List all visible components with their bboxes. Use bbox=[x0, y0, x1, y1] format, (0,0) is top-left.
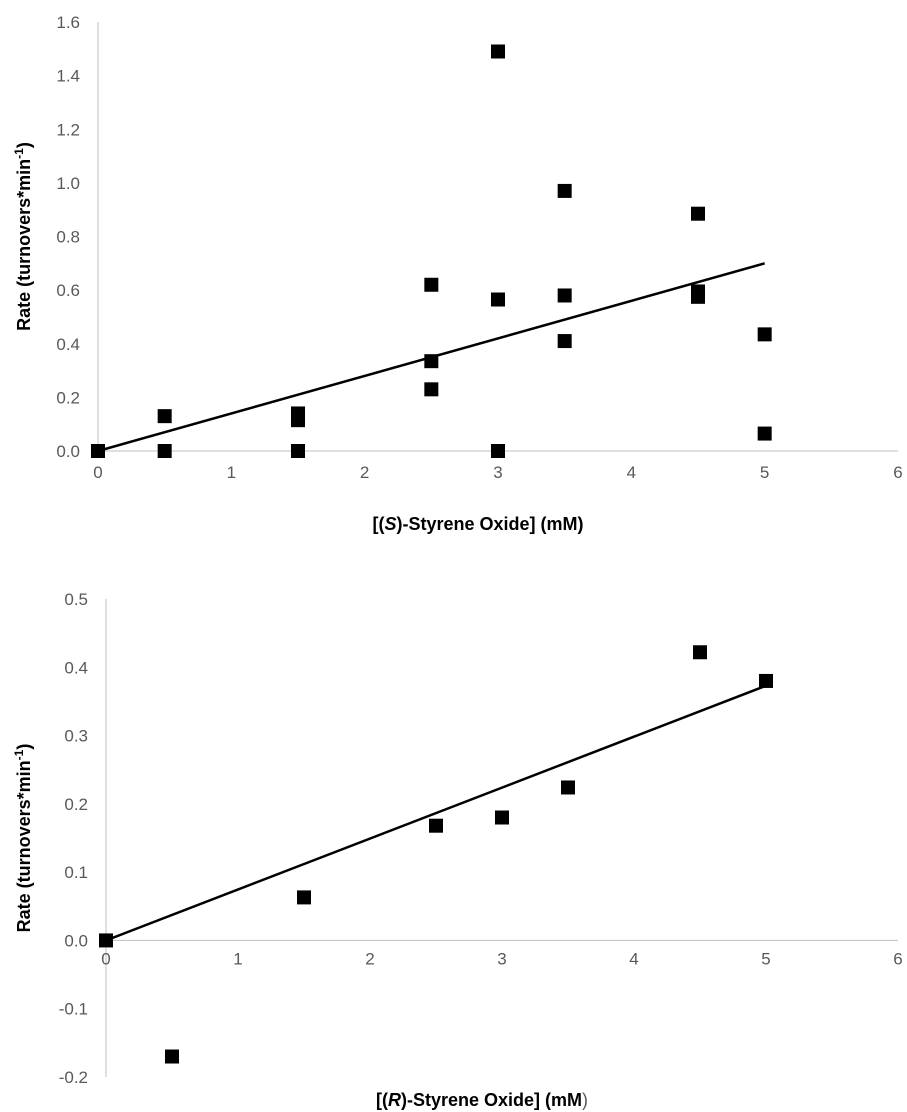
data-point bbox=[757, 327, 772, 342]
x-tick-label: 2 bbox=[360, 463, 369, 482]
y-tick-label: 0.2 bbox=[56, 388, 80, 407]
y-tick-label: 0.4 bbox=[56, 335, 80, 354]
y-tick-label: 0.2 bbox=[64, 795, 88, 814]
data-point bbox=[491, 292, 505, 307]
data-point bbox=[157, 444, 172, 458]
data-point bbox=[429, 818, 443, 833]
data-point bbox=[165, 1049, 179, 1064]
y-tick-label: 0.4 bbox=[64, 658, 88, 677]
scatter-chart-s-styrene-oxide: 0.0 0.2 0.4 0.6 0.8 1.0 1.2 1.4 1.6 0 1 2 3 4 5 6 [(S)-S… bbox=[12, 13, 903, 534]
data-point bbox=[759, 673, 773, 688]
scatter-chart-r-styrene-oxide: -0.2 -0.1 0.0 0.1 0.2 0.3 0.4 0.5 0 1 2 3 4 5 6 [(R)-St… bbox=[12, 590, 903, 1110]
y-tick-label: 1.2 bbox=[56, 120, 80, 139]
data-point bbox=[557, 288, 572, 303]
data-point bbox=[424, 354, 439, 369]
data-point bbox=[491, 44, 505, 59]
data-point bbox=[491, 444, 505, 458]
x-tick-label: 1 bbox=[233, 949, 242, 968]
y-tick-label: 0.3 bbox=[64, 727, 88, 746]
x-tick-label: 1 bbox=[227, 463, 236, 482]
x-tick-label: 6 bbox=[893, 463, 902, 482]
y-tick-label: 0.0 bbox=[64, 931, 88, 950]
data-point bbox=[561, 780, 575, 795]
y-tick-label: -0.2 bbox=[59, 1068, 88, 1087]
x-tick-label: 5 bbox=[761, 949, 770, 968]
data-point bbox=[691, 206, 705, 221]
x-tick-label: 0 bbox=[101, 949, 110, 968]
data-point bbox=[291, 444, 305, 458]
data-point bbox=[495, 810, 509, 825]
data-point bbox=[157, 409, 172, 424]
data-point bbox=[297, 890, 311, 905]
x-tick-label: 4 bbox=[629, 949, 638, 968]
y-axis-label: Rate (turnovers*min-1) bbox=[12, 744, 34, 933]
y-tick-label: 0.8 bbox=[56, 228, 80, 247]
y-tick-label: 0.0 bbox=[56, 442, 80, 461]
x-axis-label: [(R)-Styrene Oxide] (mM) bbox=[376, 1090, 588, 1110]
y-tick-label: 1.0 bbox=[56, 174, 80, 193]
x-axis-label: [(S)-Styrene Oxide] (mM) bbox=[372, 514, 583, 534]
y-tick-label: 0.5 bbox=[64, 590, 88, 609]
x-tick-label: 0 bbox=[93, 463, 102, 482]
y-tick-label: 1.4 bbox=[56, 67, 80, 86]
y-tick-label: 1.6 bbox=[56, 13, 80, 32]
x-tick-label: 2 bbox=[365, 949, 374, 968]
data-point bbox=[424, 277, 439, 292]
y-axis-label: Rate (turnovers*min-1) bbox=[12, 142, 34, 331]
data-point bbox=[693, 645, 707, 660]
x-tick-label: 4 bbox=[627, 463, 636, 482]
x-tick-label: 3 bbox=[493, 463, 502, 482]
data-point bbox=[91, 444, 105, 458]
x-tick-label: 6 bbox=[893, 949, 902, 968]
trendline bbox=[105, 684, 767, 942]
y-tick-label: -0.1 bbox=[59, 1000, 88, 1019]
x-tick-label: 3 bbox=[497, 949, 506, 968]
y-tick-label: 0.1 bbox=[64, 863, 88, 882]
plot-area: 0.0 0.2 0.4 0.6 0.8 1.0 1.2 1.4 1.6 0 1 2 3 4 5 6 [(S)-S… bbox=[12, 13, 903, 534]
data-point bbox=[99, 933, 113, 948]
data-point bbox=[557, 183, 572, 198]
data-point bbox=[424, 382, 439, 397]
data-point bbox=[757, 426, 772, 441]
x-tick-label: 5 bbox=[760, 463, 769, 482]
data-point bbox=[691, 284, 705, 299]
data-point bbox=[291, 406, 305, 421]
y-tick-label: 0.6 bbox=[56, 281, 80, 300]
plot-area: -0.2 -0.1 0.0 0.1 0.2 0.3 0.4 0.5 0 1 2 3 4 5 6 [(R)-St… bbox=[12, 590, 903, 1110]
data-point bbox=[557, 334, 572, 349]
